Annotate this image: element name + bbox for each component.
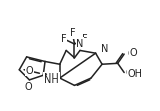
Text: NH: NH: [44, 75, 58, 85]
Text: NH: NH: [44, 73, 59, 83]
Text: N: N: [99, 44, 107, 54]
Text: F: F: [61, 34, 67, 44]
Text: F: F: [70, 28, 76, 38]
Text: N: N: [101, 44, 108, 54]
Text: OH: OH: [126, 67, 141, 77]
Text: O: O: [26, 66, 33, 76]
Text: OH: OH: [127, 69, 142, 79]
Text: O: O: [25, 82, 32, 92]
Text: N: N: [76, 38, 84, 48]
Text: O: O: [128, 49, 135, 59]
Text: N: N: [76, 39, 84, 49]
Text: O: O: [129, 48, 137, 58]
Text: F: F: [82, 34, 88, 44]
